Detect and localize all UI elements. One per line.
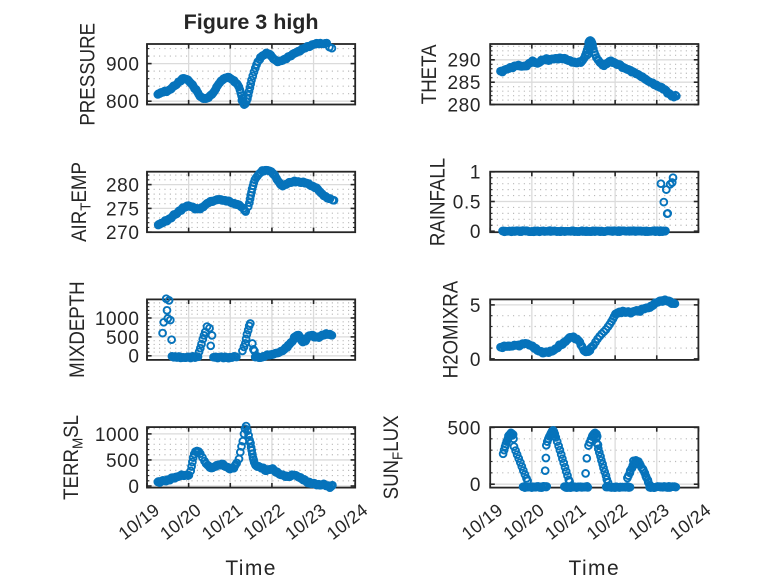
svg-text:800: 800 [106, 92, 140, 113]
svg-text:900: 900 [106, 55, 140, 76]
svg-text:MIXDEPTH: MIXDEPTH [66, 281, 89, 377]
svg-text:SUNFLUX: SUNFLUX [380, 415, 407, 499]
svg-text:5: 5 [470, 296, 481, 317]
svg-text:0: 0 [470, 350, 481, 371]
svg-text:500: 500 [106, 451, 140, 472]
svg-text:500: 500 [447, 418, 481, 439]
svg-text:0: 0 [470, 222, 481, 243]
svg-text:0: 0 [128, 477, 139, 498]
svg-text:0.5: 0.5 [453, 192, 481, 213]
svg-text:275: 275 [106, 199, 140, 220]
svg-text:285: 285 [447, 73, 481, 94]
svg-text:0: 0 [470, 475, 481, 496]
svg-text:H2OMIXRA: H2OMIXRA [440, 280, 463, 378]
svg-text:0: 0 [128, 347, 139, 368]
svg-text:Time: Time [569, 557, 621, 580]
svg-text:THETA: THETA [418, 44, 441, 105]
svg-text:Figure 3 high: Figure 3 high [184, 10, 319, 34]
svg-text:290: 290 [447, 51, 481, 72]
svg-text:500: 500 [106, 328, 140, 349]
svg-text:RAINFALL: RAINFALL [427, 158, 450, 246]
svg-text:1: 1 [470, 163, 481, 184]
svg-text:1000: 1000 [95, 425, 140, 446]
svg-text:AIRTEMP: AIRTEMP [68, 162, 95, 242]
svg-text:1000: 1000 [95, 309, 140, 330]
svg-text:TERRMSL: TERRMSL [60, 415, 87, 500]
svg-text:280: 280 [447, 96, 481, 117]
svg-text:PRESSURE: PRESSURE [77, 23, 100, 126]
svg-text:270: 270 [106, 223, 140, 244]
svg-text:280: 280 [106, 176, 140, 197]
svg-text:Time: Time [225, 557, 277, 580]
